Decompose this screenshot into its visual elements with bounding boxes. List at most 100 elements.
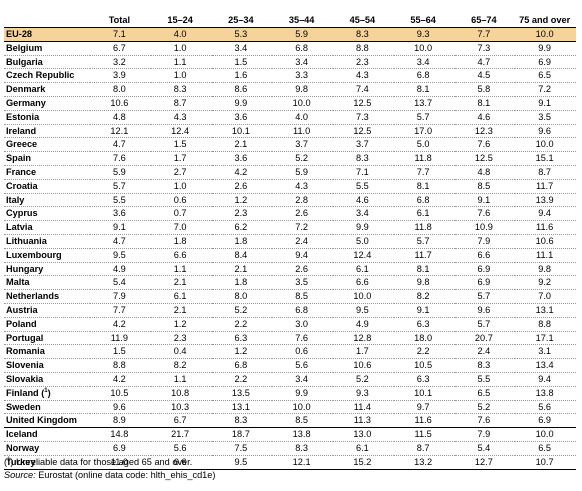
- table-cell: 18.0: [393, 331, 455, 346]
- row-label: France: [4, 165, 90, 180]
- table-cell: 13.8: [272, 427, 333, 442]
- table-cell: 9.5: [211, 455, 273, 470]
- table-cell: 3.5: [272, 275, 333, 291]
- row-label: Austria: [4, 303, 90, 318]
- table-cell: 6.5: [454, 386, 516, 401]
- table-cell: 4.3: [272, 179, 333, 194]
- row-label: Denmark: [4, 82, 90, 97]
- table-cell: 4.2: [90, 372, 151, 387]
- table-cell: 7.1: [90, 27, 151, 42]
- table-cell: 5.9: [272, 27, 333, 42]
- table-cell: 12.1: [272, 455, 333, 470]
- table-cell: 10.8: [150, 386, 212, 401]
- table-cell: 9.7: [393, 400, 455, 415]
- table-cell: 3.5: [515, 110, 576, 125]
- table-cell: 9.4: [515, 206, 576, 222]
- table-cell: 10.9: [454, 220, 516, 235]
- table-cell: 10.1: [211, 124, 273, 139]
- table-cell: 2.1: [150, 275, 212, 291]
- table-cell: 15.1: [515, 151, 576, 166]
- country-name: Italy: [6, 194, 25, 205]
- country-name: Poland: [6, 318, 37, 329]
- table-row: Estonia 4.8 4.3 3.6 4.0 7.3 5.7 4.6 3.5: [4, 110, 576, 125]
- table-cell: 9.9: [211, 96, 273, 111]
- country-name: Turkey: [6, 456, 36, 467]
- table-cell: 8.1: [454, 96, 516, 111]
- table-cell: 2.1: [150, 303, 212, 318]
- table-cell: 7.7: [454, 27, 516, 42]
- table-cell: 2.7: [150, 165, 212, 180]
- footnote-text: Unreliable data for those aged 65 and ov…: [16, 457, 193, 467]
- table-cell: 10.5: [393, 358, 455, 373]
- table-cell: 7.6: [454, 206, 516, 222]
- table-cell: 1.0: [150, 179, 212, 194]
- table-cell: 5.8: [454, 82, 516, 97]
- table-cell: 6.1: [333, 262, 394, 277]
- table-cell: 4.6: [454, 110, 516, 125]
- table-cell: 3.9: [90, 68, 151, 84]
- table-cell: 6.6: [150, 248, 212, 263]
- table-cell: 1.0: [150, 41, 212, 56]
- table-cell: 4.3: [333, 68, 394, 84]
- table-cell: 9.4: [272, 248, 333, 263]
- country-name: Estonia: [6, 111, 40, 122]
- table-cell: 8.7: [515, 165, 576, 180]
- table-cell: 13.8: [515, 386, 576, 401]
- table-cell: 2.3: [211, 206, 273, 222]
- table-cell: 9.8: [515, 262, 576, 277]
- table-cell: 7.7: [393, 165, 455, 180]
- row-label: Portugal: [4, 331, 90, 346]
- table-cell: 7.6: [454, 137, 516, 153]
- table-cell: 3.7: [272, 137, 333, 153]
- country-name: Belgium: [6, 42, 43, 53]
- table-cell: 11.6: [515, 220, 576, 235]
- table-cell: 8.3: [150, 82, 212, 97]
- table-cell: 20.7: [454, 331, 516, 346]
- table-cell: 9.1: [393, 303, 455, 318]
- table-row: Bulgaria 3.2 1.1 1.5 3.4 2.3 3.4 4.7 6.9: [4, 55, 576, 70]
- column-header-35-44: 35–44: [272, 14, 333, 28]
- table-cell: 7.2: [515, 82, 576, 97]
- table-cell: 2.2: [393, 344, 455, 360]
- row-label: Estonia: [4, 110, 90, 125]
- country-name: Czech Republic: [6, 70, 75, 81]
- table-cell: 8.8: [90, 358, 151, 373]
- table-cell: 7.0: [515, 289, 576, 304]
- table-row: Portugal 11.9 2.3 6.3 7.6 12.8 18.0 20.7 17.1: [4, 331, 576, 346]
- table-cell: 12.8: [333, 331, 394, 346]
- row-label: Luxembourg: [4, 248, 90, 263]
- table-cell: 5.4: [90, 275, 151, 291]
- table-cell: 3.4: [272, 55, 333, 70]
- table-cell: 13.0: [333, 427, 394, 442]
- table-cell: 13.4: [515, 358, 576, 373]
- table-cell: 4.8: [90, 110, 151, 125]
- country-name: Norway: [6, 442, 40, 453]
- country-name: Sweden: [6, 401, 41, 412]
- country-name: Austria: [6, 304, 38, 315]
- table-cell: 4.3: [150, 110, 212, 125]
- table-cell: 21.7: [150, 427, 212, 442]
- table-cell: 3.0: [272, 317, 333, 332]
- table-cell: 8.3: [333, 151, 394, 166]
- row-label: Slovakia: [4, 372, 90, 387]
- table-cell: 2.4: [272, 234, 333, 249]
- table-cell: 4.5: [454, 68, 516, 84]
- table-cell: 10.0: [333, 289, 394, 304]
- country-name: United Kingdom: [6, 415, 77, 426]
- country-name: EU-28: [6, 29, 33, 39]
- row-label: Latvia: [4, 220, 90, 235]
- table-cell: 13.7: [393, 96, 455, 111]
- table-cell: 5.6: [150, 441, 212, 456]
- country-name: Spain: [6, 153, 32, 164]
- row-label: Hungary: [4, 262, 90, 277]
- table-cell: 12.7: [454, 455, 516, 470]
- table-cell: 6.3: [393, 372, 455, 387]
- table-row: Finland (1) 10.5 10.8 13.5 9.9 9.3 10.1 6.5 13.8: [4, 386, 576, 401]
- table-cell: 9.8: [393, 275, 455, 291]
- table-cell: 1.8: [211, 234, 273, 249]
- table-cell: 8.0: [90, 82, 151, 97]
- table-cell: 5.9: [90, 165, 151, 180]
- table-cell: 10.6: [333, 358, 394, 373]
- table-cell: 11.6: [393, 413, 455, 429]
- table-cell: 1.5: [150, 137, 212, 153]
